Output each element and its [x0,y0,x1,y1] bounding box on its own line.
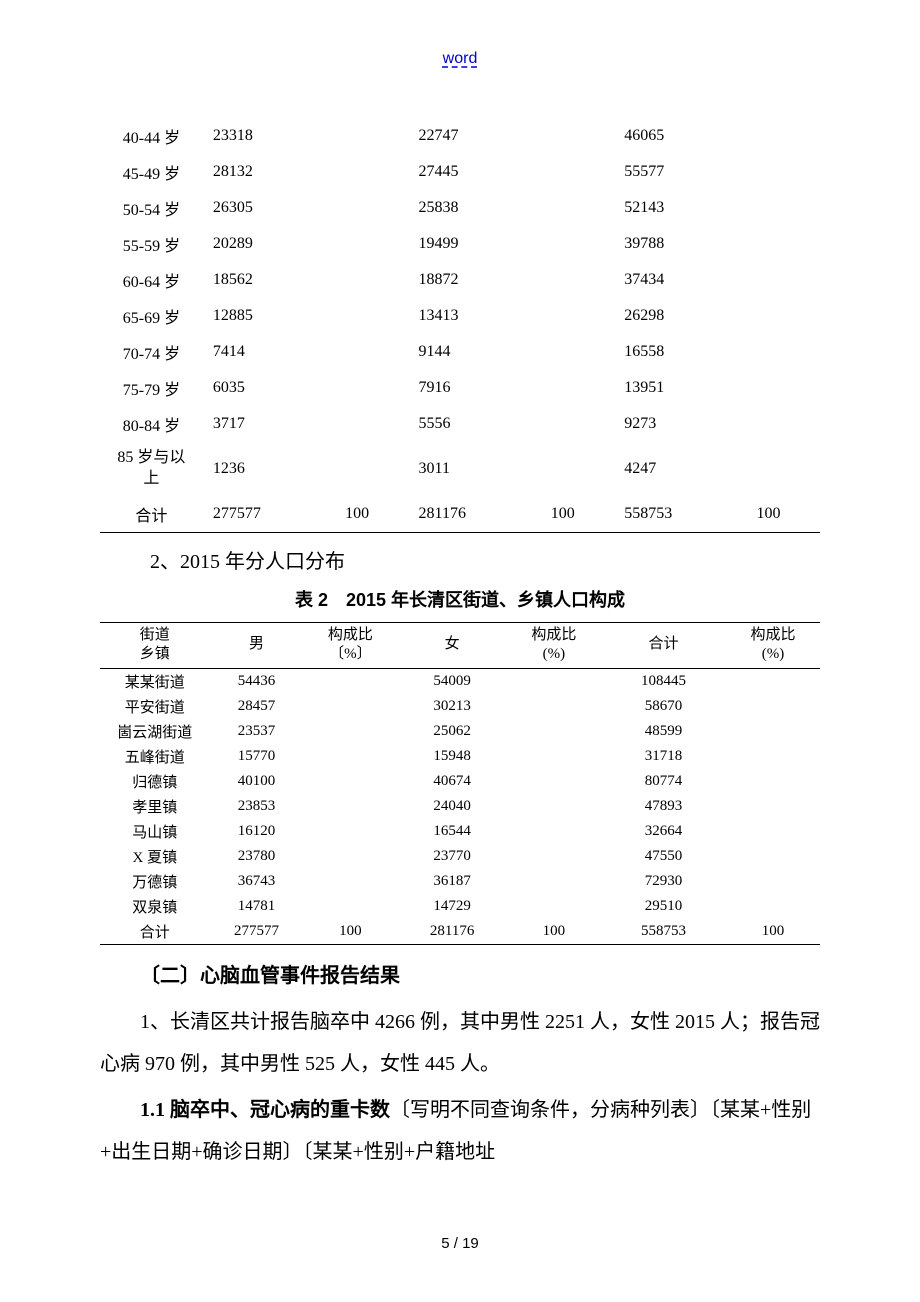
table-row: 60-64 岁185621887237434 [100,262,820,298]
table-row: 平安街道284573021358670 [100,694,820,719]
table-row: 双泉镇147811472929510 [100,894,820,919]
table-row: 55-59 岁202891949939788 [100,226,820,262]
table-row: 孝里镇238532404047893 [100,794,820,819]
table-row: 归德镇401004067480774 [100,769,820,794]
table-row: 65-69 岁128851341326298 [100,298,820,334]
table2-header-female: 女 [397,622,507,668]
table-row: 80-84 岁371755569273 [100,406,820,442]
table2-header-male-pct: 构成比〔%〕 [303,622,397,668]
table-row: 合计277577100281176100558753100 [100,496,820,533]
table2-header-township: 街道乡镇 [100,622,210,668]
table-row: 某某街道5443654009108445 [100,668,820,694]
age-population-table: 40-44 岁23318227474606545-49 岁28132274455… [100,118,820,533]
table-row: 合计277577100281176100558753100 [100,919,820,945]
table-row: 万德镇367433618772930 [100,869,820,894]
section-heading-population-distribution: 2、2015 年分人口分布 [150,545,820,574]
table-row: 五峰街道157701594831718 [100,744,820,769]
table-row: 75-79 岁6035791613951 [100,370,820,406]
table-row: 45-49 岁281322744555577 [100,154,820,190]
table-row: 70-74 岁7414914416558 [100,334,820,370]
table-row: 50-54 岁263052583852143 [100,190,820,226]
table-row: 85 岁与以上123630114247 [100,442,820,496]
page-footer: 5 / 19 [0,1235,920,1252]
bold-heading-1-1: 1.1 脑卒中、冠心病的重卡数 [140,1099,390,1121]
page-header-link[interactable]: word [100,50,820,68]
subsection-title-cardiovascular: 〔二〕心脑血管事件报告结果 [100,955,820,997]
table2-header-total-pct: 构成比(%) [726,622,820,668]
table2-header-female-pct: 构成比(%) [507,622,601,668]
table-row: X 夏镇237802377047550 [100,844,820,869]
table2-header-male: 男 [210,622,304,668]
township-population-table: 街道乡镇 男 构成比〔%〕 女 构成比(%) 合计 构成比(%) 某某街道544… [100,622,820,945]
table2-title: 表 2 2015 年长清区街道、乡镇人口构成 [100,586,820,612]
table-row: 40-44 岁233182274746065 [100,118,820,154]
table-row: 马山镇161201654432664 [100,819,820,844]
table-row: 崮云湖街道235372506248599 [100,719,820,744]
table2-header-total: 合计 [601,622,726,668]
paragraph-duplicate-cards: 1.1 脑卒中、冠心病的重卡数〔写明不同查询条件，分病种列表〕〔某某+性别+出生… [100,1089,820,1173]
paragraph-report-summary: 1、长清区共计报告脑卒中 4266 例，其中男性 2251 人，女性 2015 … [100,1001,820,1085]
